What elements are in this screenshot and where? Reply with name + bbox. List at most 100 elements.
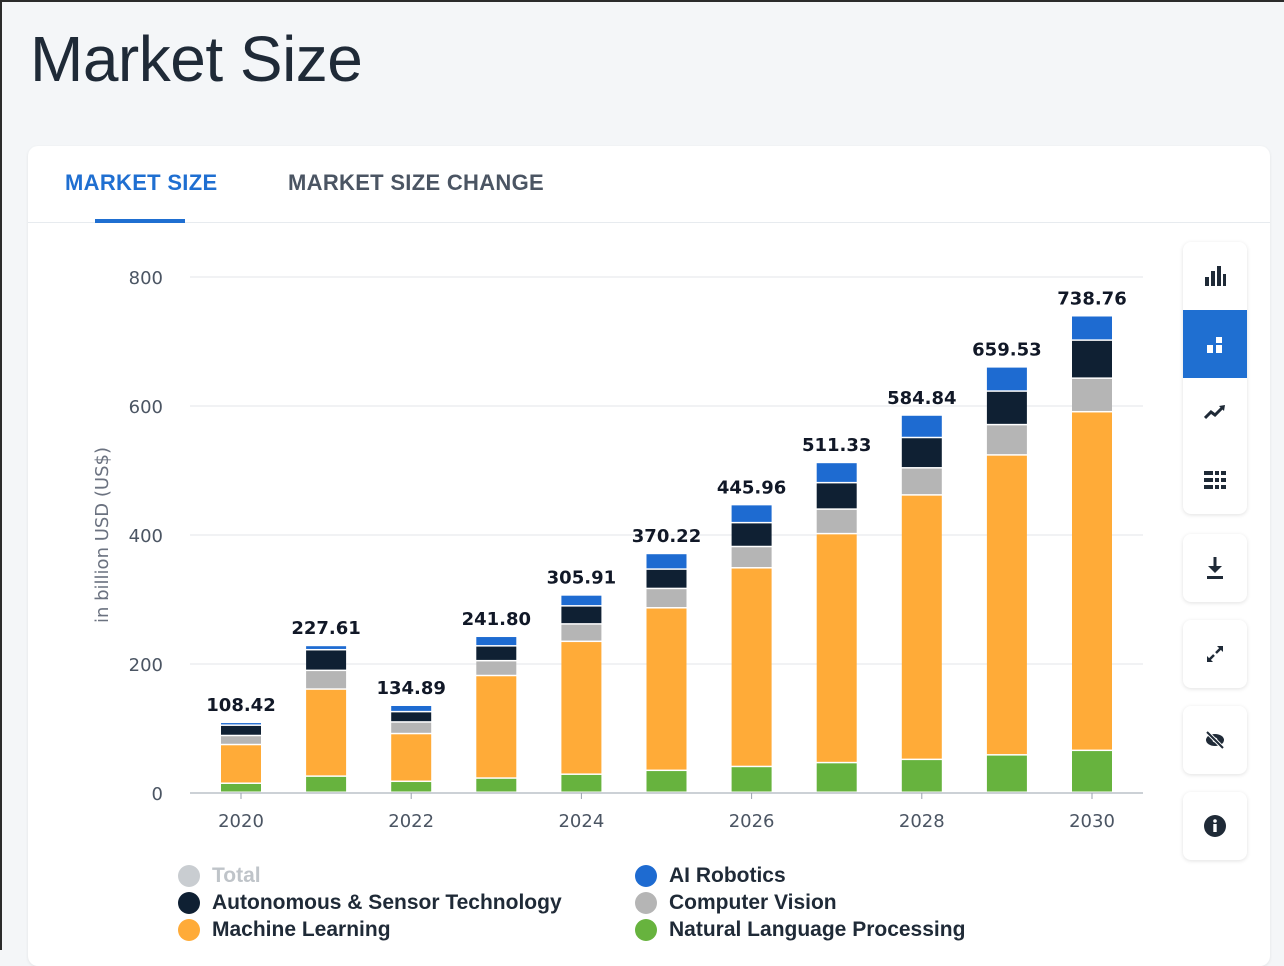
data-label-total: 445.96 bbox=[717, 477, 786, 498]
table-grid-icon bbox=[1204, 471, 1226, 489]
bar-segment bbox=[221, 736, 261, 744]
bar-segment bbox=[221, 725, 261, 735]
bar-segment bbox=[561, 774, 602, 792]
download-icon bbox=[1207, 557, 1223, 579]
bar-segment bbox=[816, 763, 857, 792]
bar-chart-button[interactable] bbox=[1183, 242, 1247, 310]
legend-swatch bbox=[635, 892, 657, 914]
bar-segment bbox=[646, 589, 687, 608]
legend-item-nlp[interactable]: Natural Language Processing bbox=[635, 918, 965, 942]
x-tick-label: 2024 bbox=[558, 811, 604, 832]
data-label-total: 659.53 bbox=[972, 340, 1041, 361]
bar-segment bbox=[476, 637, 517, 646]
bar-segment bbox=[646, 569, 687, 588]
bar-segment bbox=[221, 783, 261, 792]
fullscreen-button[interactable] bbox=[1183, 620, 1247, 688]
bar-segment bbox=[476, 778, 517, 792]
data-label-total: 584.84 bbox=[887, 388, 956, 409]
hide-button[interactable] bbox=[1183, 706, 1247, 774]
bar-segment bbox=[646, 554, 687, 569]
bar-segment bbox=[1072, 340, 1112, 378]
data-label-total: 241.80 bbox=[462, 609, 531, 630]
bar-chart-icon bbox=[1205, 266, 1226, 286]
bar-segment bbox=[731, 523, 772, 546]
legend-item-machine-learning[interactable]: Machine Learning bbox=[178, 918, 391, 942]
y-tick-label: 0 bbox=[152, 784, 163, 805]
x-tick-label: 2022 bbox=[388, 811, 434, 832]
bar-segment bbox=[731, 547, 772, 568]
bar-segment bbox=[646, 771, 687, 792]
legend-label: Autonomous & Sensor Technology bbox=[212, 891, 562, 914]
bar-segment bbox=[221, 745, 261, 783]
bar-segment bbox=[986, 755, 1027, 792]
bar-segment bbox=[306, 776, 347, 792]
bar-segment bbox=[986, 367, 1027, 391]
bar-segment bbox=[901, 468, 942, 495]
bar-segment bbox=[901, 438, 942, 468]
bar-segment bbox=[646, 608, 687, 770]
line-trend-icon bbox=[1204, 405, 1225, 420]
page-title: Market Size bbox=[30, 23, 363, 95]
legend-label: AI Robotics bbox=[669, 864, 786, 887]
bar-segment bbox=[1072, 378, 1112, 411]
legend-label: Machine Learning bbox=[212, 918, 391, 941]
y-axis-label: in billion USD (US$) bbox=[92, 447, 113, 623]
data-label-total: 108.42 bbox=[206, 695, 275, 716]
bar-segment bbox=[476, 661, 517, 675]
bar-segment bbox=[816, 463, 857, 482]
window-frame-left bbox=[0, 0, 2, 950]
fullscreen-toolbar bbox=[1183, 620, 1247, 688]
legend-label: Natural Language Processing bbox=[669, 918, 966, 941]
info-button[interactable] bbox=[1183, 792, 1247, 860]
bar-segment bbox=[561, 595, 602, 606]
bar-segment bbox=[816, 534, 857, 762]
line-chart-button[interactable] bbox=[1183, 378, 1247, 446]
table-view-button[interactable] bbox=[1183, 446, 1247, 514]
download-toolbar bbox=[1183, 534, 1247, 602]
bar-segment bbox=[476, 676, 517, 778]
bar-segment bbox=[306, 671, 347, 689]
stacked-bar-chart-icon bbox=[1207, 337, 1222, 353]
legend-item-total[interactable]: Total bbox=[178, 864, 261, 888]
bar-segment bbox=[901, 415, 942, 437]
chart-type-toolbar bbox=[1183, 242, 1247, 514]
bar-segment bbox=[306, 646, 347, 649]
bar-segment bbox=[561, 642, 602, 774]
bar-segment bbox=[816, 483, 857, 509]
info-icon bbox=[1204, 815, 1226, 837]
stacked-bar-chart-button[interactable] bbox=[1183, 310, 1247, 378]
expand-icon bbox=[1207, 646, 1223, 662]
bar-segment bbox=[391, 705, 432, 711]
y-tick-label: 600 bbox=[129, 397, 163, 418]
bar-segment bbox=[986, 455, 1027, 755]
bar-segment bbox=[731, 568, 772, 766]
bar-segment bbox=[391, 722, 432, 733]
y-tick-label: 800 bbox=[129, 268, 163, 289]
bar-segment bbox=[391, 782, 432, 792]
x-tick-label: 2020 bbox=[218, 811, 264, 832]
bar-segment bbox=[901, 495, 942, 759]
legend-swatch bbox=[178, 919, 200, 941]
legend-item-autonomous-sensor[interactable]: Autonomous & Sensor Technology bbox=[178, 891, 562, 915]
tab-market-size[interactable]: MARKET SIZE bbox=[65, 170, 218, 195]
bar-segment bbox=[306, 650, 347, 670]
x-tick-label: 2028 bbox=[899, 811, 945, 832]
legend-item-ai-robotics[interactable]: AI Robotics bbox=[635, 864, 786, 888]
tab-market-size-change[interactable]: MARKET SIZE CHANGE bbox=[288, 170, 544, 195]
download-button[interactable] bbox=[1183, 534, 1247, 602]
bar-segment bbox=[816, 509, 857, 533]
y-tick-label: 400 bbox=[129, 526, 163, 547]
data-label-total: 370.22 bbox=[632, 526, 701, 547]
bar-segment bbox=[1072, 412, 1112, 750]
data-label-total: 134.89 bbox=[376, 678, 445, 699]
bar-segment bbox=[731, 767, 772, 792]
data-label-total: 511.33 bbox=[802, 435, 871, 456]
legend-swatch bbox=[635, 865, 657, 887]
info-toolbar bbox=[1183, 792, 1247, 860]
y-tick-label: 200 bbox=[129, 655, 163, 676]
hide-toolbar bbox=[1183, 706, 1247, 774]
legend-item-computer-vision[interactable]: Computer Vision bbox=[635, 891, 837, 915]
bar-segment bbox=[986, 425, 1027, 455]
legend-swatch bbox=[178, 892, 200, 914]
eye-off-icon bbox=[1205, 731, 1225, 749]
